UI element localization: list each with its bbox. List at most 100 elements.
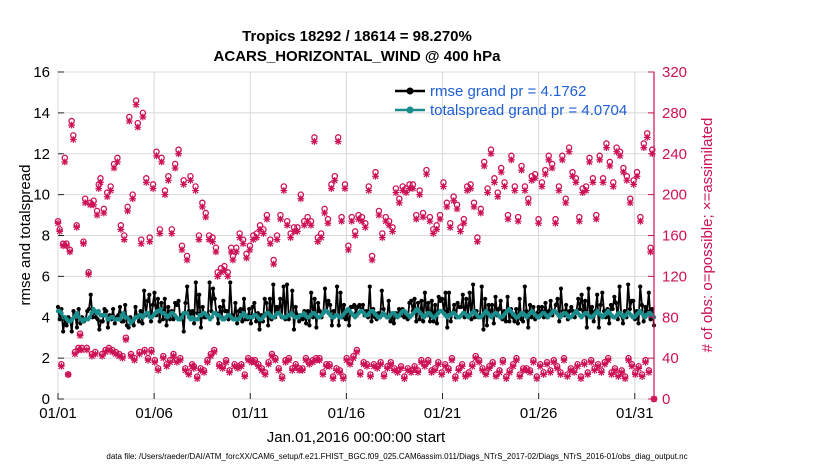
series-point-rmse bbox=[484, 323, 490, 328]
obs-assimilated-point bbox=[224, 272, 232, 280]
obs-assimilated-point bbox=[412, 215, 420, 223]
obs-assimilated-point bbox=[136, 350, 143, 358]
obs-assimilated-point bbox=[541, 170, 549, 178]
series-point-rmse bbox=[631, 298, 636, 303]
series-point-rmse bbox=[445, 325, 450, 330]
obs-assimilated-point bbox=[509, 362, 517, 370]
obs-assimilated-point bbox=[74, 346, 82, 354]
series-point-rmse bbox=[117, 304, 123, 310]
obs-assimilated-point bbox=[69, 136, 77, 143]
obs-assimilated-point bbox=[146, 238, 154, 246]
x-tick-label: 01/16 bbox=[328, 405, 366, 422]
series-point-rmse bbox=[278, 296, 283, 301]
obs-assimilated-point bbox=[472, 354, 480, 362]
series-point-rmse bbox=[589, 304, 595, 310]
series-point-rmse bbox=[300, 317, 305, 322]
series-point-rmse bbox=[596, 325, 601, 330]
series-point-totalspread bbox=[179, 315, 184, 320]
series-point-rmse bbox=[558, 286, 564, 291]
obs-assimilated-point bbox=[377, 360, 385, 368]
obs-assimilated-point bbox=[479, 367, 486, 374]
obs-assimilated-point bbox=[246, 246, 254, 254]
series-point-rmse bbox=[253, 319, 259, 324]
series-point-rmse bbox=[577, 306, 583, 312]
obs-assimilated-point bbox=[294, 228, 301, 235]
obs-assimilated-point bbox=[317, 234, 325, 241]
obs-assimilated-point bbox=[327, 185, 335, 192]
series-point-rmse bbox=[515, 321, 521, 326]
obs-assimilated-point bbox=[606, 162, 614, 170]
obs-assimilated-point bbox=[232, 248, 240, 256]
obs-assimilated-point bbox=[185, 371, 193, 378]
obs-assimilated-point bbox=[436, 215, 444, 223]
obs-assimilated-point bbox=[592, 215, 600, 223]
obs-assimilated-point bbox=[394, 369, 401, 376]
x-tick-label: 01/26 bbox=[520, 405, 558, 422]
obs-assimilated-point bbox=[589, 178, 597, 186]
obs-assimilated-point bbox=[202, 213, 210, 221]
obs-assimilated-point bbox=[277, 215, 284, 223]
obs-assimilated-point bbox=[200, 369, 208, 376]
series-point-rmse bbox=[326, 298, 331, 303]
obs-assimilated-point bbox=[159, 354, 167, 362]
obs-assimilated-point bbox=[273, 236, 281, 243]
obs-assimilated-point bbox=[623, 176, 631, 184]
obs-assimilated-point bbox=[577, 375, 585, 382]
series-point-rmse bbox=[95, 317, 100, 322]
series-point-rmse bbox=[448, 319, 453, 324]
y-left-tick-label: 6 bbox=[42, 268, 50, 285]
series-point-totalspread bbox=[59, 310, 64, 316]
obs-assimilated-point bbox=[61, 158, 69, 166]
obs-assimilated-point bbox=[586, 158, 593, 166]
series-point-rmse bbox=[104, 309, 109, 314]
y-left-tick-label: 10 bbox=[33, 187, 50, 204]
series-point-rmse bbox=[650, 306, 655, 312]
obs-assimilated-point bbox=[603, 144, 610, 151]
obs-assimilated-point bbox=[370, 362, 378, 370]
series-point-rmse bbox=[379, 288, 384, 293]
obs-assimilated-point bbox=[387, 360, 395, 368]
obs-assimilated-point bbox=[86, 201, 94, 209]
obs-assimilated-point bbox=[552, 219, 559, 227]
series-point-rmse bbox=[452, 302, 457, 308]
obs-assimilated-point bbox=[95, 185, 103, 192]
series-point-rmse bbox=[291, 327, 297, 332]
series-point-rmse bbox=[614, 300, 619, 306]
y-right-tick-label: 120 bbox=[662, 268, 687, 285]
legend-rmse-label: rmse grand pr = 4.1762 bbox=[430, 83, 586, 100]
obs-assimilated-point bbox=[234, 364, 242, 372]
obs-assimilated-point bbox=[535, 219, 542, 227]
series-point-rmse bbox=[322, 286, 328, 291]
legend: rmse grand pr = 4.1762 totalspread grand… bbox=[395, 83, 627, 119]
obs-assimilated-point bbox=[433, 225, 441, 233]
series-point-rmse bbox=[591, 319, 596, 324]
obs-assimilated-point bbox=[458, 362, 466, 370]
series-point-rmse bbox=[617, 284, 622, 289]
obs-assimilated-point bbox=[290, 228, 298, 235]
obs-assimilated-point bbox=[626, 199, 634, 207]
obs-assimilated-point bbox=[462, 373, 469, 380]
y-left-tick-label: 8 bbox=[42, 228, 50, 245]
series-point-rmse bbox=[266, 323, 271, 328]
obs-assimilated-point bbox=[214, 272, 221, 280]
series-point-rmse bbox=[123, 302, 128, 308]
obs-assimilated-point bbox=[409, 185, 417, 192]
obs-assimilated-point bbox=[645, 369, 653, 376]
series-point-rmse bbox=[440, 296, 445, 301]
obs-assimilated-point bbox=[239, 240, 247, 248]
y-left-tick-label: 16 bbox=[33, 64, 50, 81]
series-point-rmse bbox=[329, 323, 334, 328]
series-point-rmse bbox=[352, 302, 357, 308]
series-point-rmse bbox=[290, 288, 295, 293]
obs-assimilated-point bbox=[266, 240, 274, 248]
obs-assimilated-point bbox=[153, 152, 160, 160]
obs-assimilated-point bbox=[474, 238, 481, 246]
series-point-rmse bbox=[582, 298, 588, 303]
obs-assimilated-point bbox=[382, 217, 390, 225]
series-point-rmse bbox=[148, 319, 154, 324]
obs-assimilated-point bbox=[596, 156, 604, 164]
series-point-rmse bbox=[55, 304, 61, 310]
series-point-rmse bbox=[646, 290, 651, 295]
obs-assimilated-point bbox=[543, 360, 551, 368]
series-point-rmse bbox=[138, 309, 143, 314]
